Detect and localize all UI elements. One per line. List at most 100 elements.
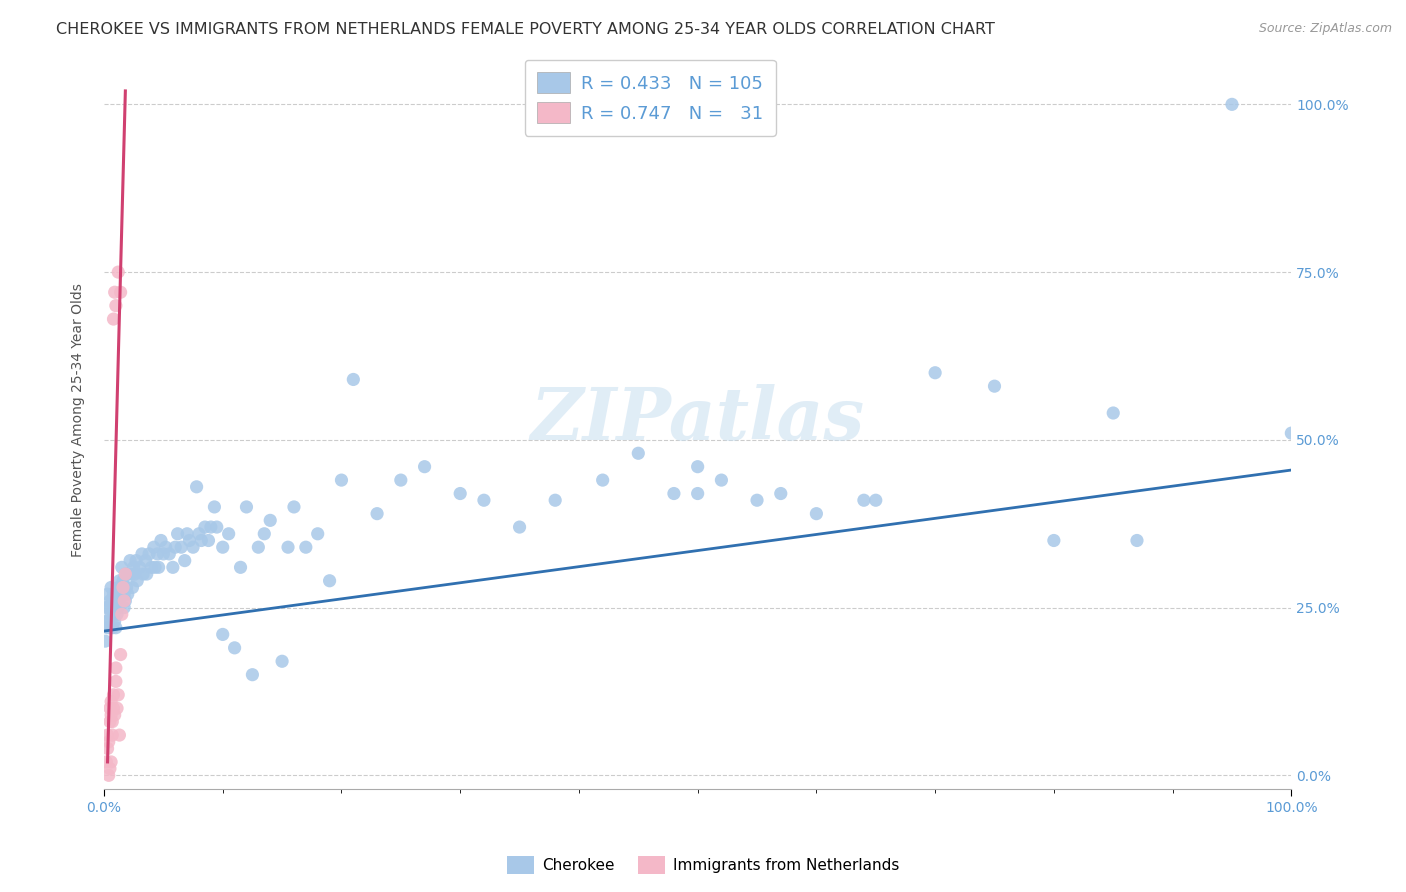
Point <box>852 493 875 508</box>
Point <box>149 533 172 548</box>
Point <box>806 507 828 521</box>
Point <box>181 540 204 554</box>
Point <box>186 480 208 494</box>
Point <box>96 614 118 628</box>
Point <box>472 493 495 508</box>
Legend: R = 0.433   N = 105, R = 0.747   N =   31: R = 0.433 N = 105, R = 0.747 N = 31 <box>524 60 776 136</box>
Point <box>162 560 184 574</box>
Text: ZIPatlas: ZIPatlas <box>530 384 865 455</box>
Point <box>96 741 118 756</box>
Point <box>176 526 198 541</box>
Point <box>117 587 139 601</box>
Point <box>104 708 127 723</box>
Point <box>96 755 118 769</box>
Point <box>295 540 318 554</box>
Point <box>104 600 127 615</box>
Legend: Cherokee, Immigrants from Netherlands: Cherokee, Immigrants from Netherlands <box>501 850 905 880</box>
Point <box>114 567 136 582</box>
Point <box>98 701 121 715</box>
Point <box>592 473 614 487</box>
Point <box>138 547 160 561</box>
Point <box>202 500 225 514</box>
Point <box>100 755 122 769</box>
Point <box>104 594 127 608</box>
Point <box>205 520 228 534</box>
Point <box>200 520 222 534</box>
Point <box>101 714 124 729</box>
Point <box>104 299 127 313</box>
Point <box>413 459 436 474</box>
Point <box>121 581 143 595</box>
Point <box>924 366 946 380</box>
Point <box>110 648 132 662</box>
Point <box>98 714 121 729</box>
Point <box>170 540 193 554</box>
Point <box>111 607 134 622</box>
Point <box>104 674 127 689</box>
Point <box>96 621 118 635</box>
Point <box>155 540 177 554</box>
Point <box>114 594 136 608</box>
Point <box>173 554 195 568</box>
Point <box>235 500 257 514</box>
Point <box>101 728 124 742</box>
Point <box>1043 533 1066 548</box>
Point <box>157 547 180 561</box>
Point <box>769 486 792 500</box>
Point <box>105 701 128 715</box>
Text: CHEROKEE VS IMMIGRANTS FROM NETHERLANDS FEMALE POVERTY AMONG 25-34 YEAR OLDS COR: CHEROKEE VS IMMIGRANTS FROM NETHERLANDS … <box>56 22 995 37</box>
Point <box>627 446 650 460</box>
Point <box>100 581 122 595</box>
Point <box>224 640 246 655</box>
Point <box>98 621 121 635</box>
Point <box>686 486 709 500</box>
Point <box>1279 426 1302 441</box>
Point <box>104 285 127 300</box>
Point <box>509 520 531 534</box>
Point <box>132 567 155 582</box>
Point <box>253 526 276 541</box>
Point <box>271 654 294 668</box>
Point <box>148 560 170 574</box>
Point <box>97 735 120 749</box>
Point <box>127 574 149 588</box>
Point <box>190 533 212 548</box>
Point <box>100 708 122 723</box>
Point <box>120 554 142 568</box>
Text: Source: ZipAtlas.com: Source: ZipAtlas.com <box>1258 22 1392 36</box>
Point <box>131 547 153 561</box>
Point <box>100 607 122 622</box>
Point <box>100 694 122 708</box>
Point <box>342 372 364 386</box>
Point <box>101 594 124 608</box>
Point <box>96 587 118 601</box>
Point <box>211 627 233 641</box>
Point <box>165 540 187 554</box>
Point <box>96 728 118 742</box>
Point <box>97 768 120 782</box>
Point <box>544 493 567 508</box>
Point <box>366 507 388 521</box>
Point <box>242 667 264 681</box>
Point <box>110 285 132 300</box>
Point <box>188 526 211 541</box>
Point <box>97 614 120 628</box>
Point <box>135 554 157 568</box>
Point <box>115 581 138 595</box>
Point <box>141 560 163 574</box>
Point <box>449 486 471 500</box>
Point <box>107 265 129 279</box>
Point <box>103 607 125 622</box>
Point <box>98 594 121 608</box>
Point <box>143 560 166 574</box>
Point <box>124 567 146 582</box>
Point <box>104 661 127 675</box>
Point <box>111 581 134 595</box>
Point <box>112 594 135 608</box>
Point <box>389 473 412 487</box>
Point <box>865 493 887 508</box>
Point <box>135 567 157 582</box>
Point <box>101 621 124 635</box>
Point <box>122 560 145 574</box>
Point <box>1102 406 1125 420</box>
